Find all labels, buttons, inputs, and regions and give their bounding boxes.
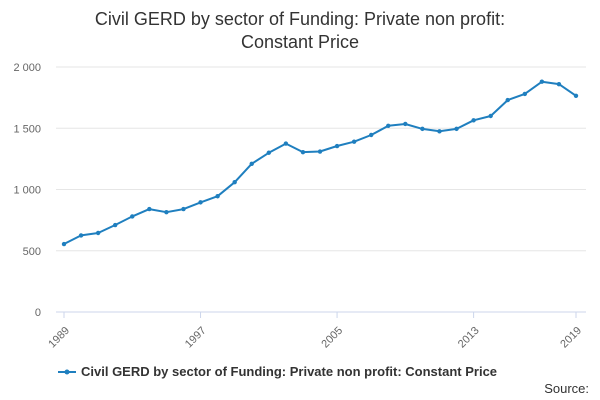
y-tick-label: 0 [35,307,41,319]
y-tick-label: 1 000 [13,185,41,197]
data-point[interactable] [573,93,579,98]
legend[interactable]: Civil GERD by sector of Funding: Private… [58,364,497,379]
chart-title-line-1: Civil GERD by sector of Funding: Private… [94,9,506,29]
y-tick-label: 500 [23,246,41,258]
legend-label: Civil GERD by sector of Funding: Private… [81,364,498,379]
data-point[interactable] [351,139,357,144]
data-point[interactable] [95,230,101,236]
data-point[interactable] [232,179,237,185]
data-point[interactable] [78,233,84,238]
data-point[interactable] [539,79,545,84]
data-point[interactable] [215,194,220,199]
chart-title: Civil GERD by sector of Funding: Private… [0,8,600,54]
data-point[interactable] [369,132,374,138]
data-point[interactable] [454,126,459,132]
x-tick-label: 2005 [319,325,345,351]
data-point[interactable] [113,222,118,228]
data-point[interactable] [471,118,476,123]
data-point[interactable] [420,126,425,132]
data-point[interactable] [198,200,203,205]
data-point[interactable] [437,129,442,134]
data-point[interactable] [147,206,152,212]
chart-title-line-2: Constant Price [240,32,360,52]
data-point[interactable] [283,141,289,146]
axes: 0 500 1 000 1 500 2 000 1989 1997 2005 2013 2019 [13,62,586,350]
x-tick-label: 2019 [558,325,584,351]
grid-lines [56,66,586,252]
data-point[interactable] [164,209,169,215]
x-tick-label: 1989 [46,325,72,351]
data-point[interactable] [266,150,271,155]
y-tick-label: 2 000 [13,62,41,74]
legend-symbol-icon [58,369,76,374]
series-line [63,80,577,245]
data-point[interactable] [317,149,323,154]
x-tick-label: 2013 [456,325,482,351]
data-point[interactable] [505,97,510,103]
data-point[interactable] [249,161,254,166]
y-tick-label: 1 500 [13,123,41,135]
data-point[interactable] [386,123,391,128]
data-point[interactable] [181,206,186,212]
data-point[interactable] [403,121,408,127]
data-point[interactable] [300,149,306,155]
data-point[interactable] [61,241,67,247]
data-point[interactable] [556,81,562,87]
series-layer [61,79,579,247]
data-point[interactable] [130,214,135,219]
source-label: Source: [544,381,589,396]
data-point[interactable] [522,91,527,97]
x-tick-label: 1997 [183,325,209,351]
data-point[interactable] [334,143,340,149]
data-point[interactable] [488,113,493,119]
